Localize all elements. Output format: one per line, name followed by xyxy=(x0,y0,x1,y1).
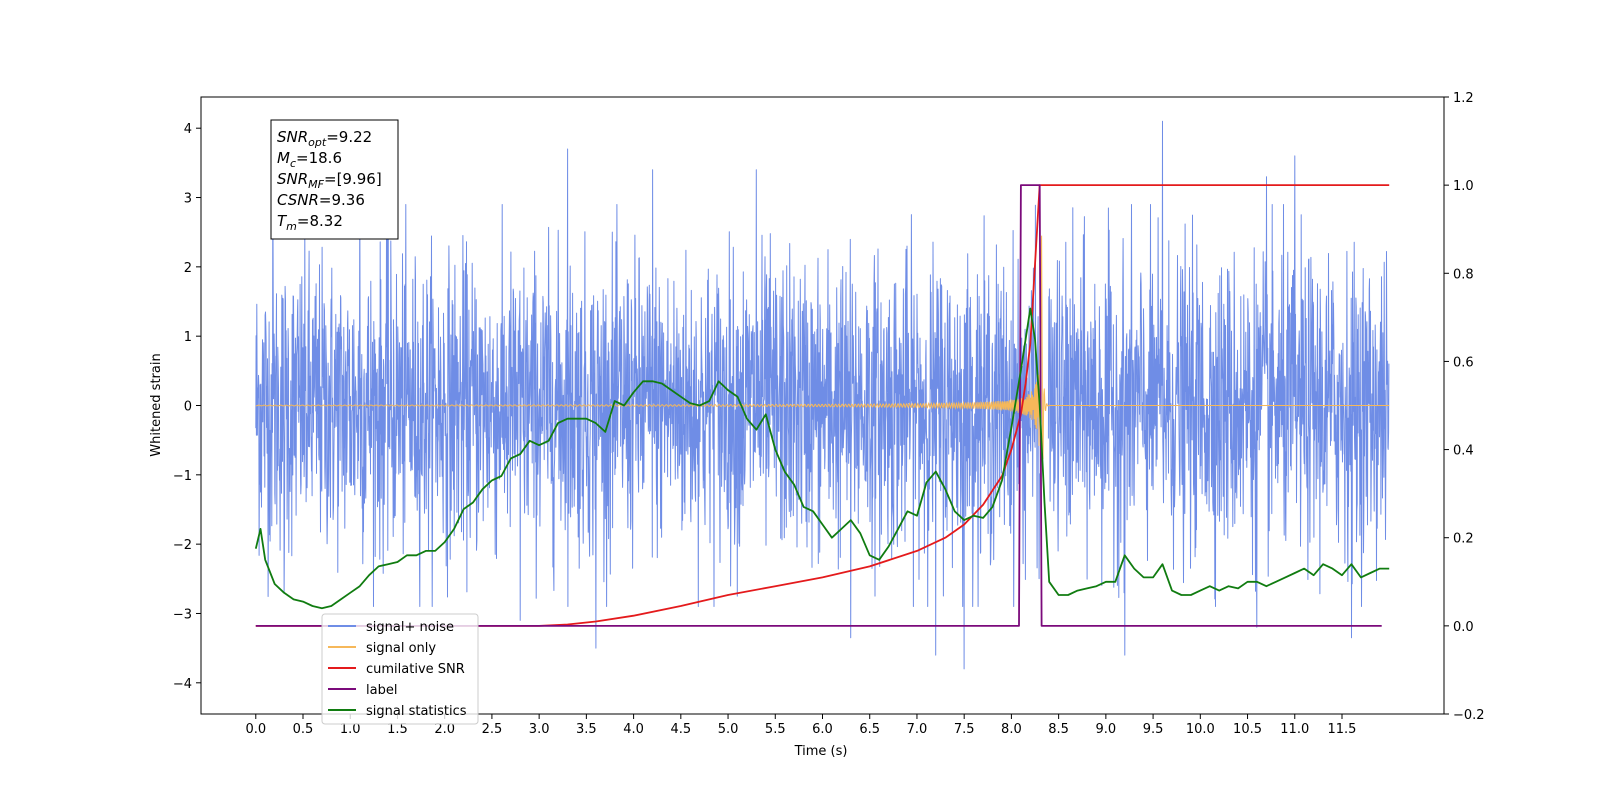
y2-tick-label: 1.2 xyxy=(1453,91,1474,106)
series-cumilative-snr-line xyxy=(255,184,1390,627)
y2-tick-label: −0.2 xyxy=(1453,708,1485,723)
x-tick-label: 6.5 xyxy=(859,722,880,737)
info-subscript: m xyxy=(286,220,297,233)
x-tick-label: 0.5 xyxy=(293,722,314,737)
x-tick-label: 11.0 xyxy=(1280,722,1309,737)
y-axis-label: Whitened strain xyxy=(149,353,164,456)
x-tick-label: 9.5 xyxy=(1143,722,1164,737)
y2-tick-label: 0.8 xyxy=(1453,267,1474,282)
info-value: =9.22 xyxy=(326,128,372,146)
x-tick-label: 9.0 xyxy=(1096,722,1117,737)
legend-frame xyxy=(321,613,479,725)
x-tick-label: 11.5 xyxy=(1328,722,1357,737)
x-tick-label: 8.0 xyxy=(1001,722,1022,737)
x-tick-label: 7.0 xyxy=(907,722,928,737)
legend-label: cumilative SNR xyxy=(366,662,465,677)
legend: signal+ noise signal only cumilative SNR la… xyxy=(321,613,479,725)
info-value: =8.32 xyxy=(297,212,343,230)
y-tick-label: −4 xyxy=(173,677,192,692)
y2-tick-label: 0.4 xyxy=(1453,444,1474,459)
plot-area xyxy=(254,120,1390,670)
x-tick-label: 10.5 xyxy=(1233,722,1262,737)
info-box-row: CSNR=9.36 xyxy=(277,191,365,209)
series-signal-noise-line xyxy=(255,148,1040,670)
y-tick-label: 3 xyxy=(184,192,192,207)
left-y-axis: 4 3 2 1 0 −1 −2 −3 −4 xyxy=(173,122,201,692)
x-tick-label: 3.0 xyxy=(529,722,550,737)
info-box-frame xyxy=(270,119,399,240)
info-subscript: c xyxy=(290,157,296,170)
info-subscript: MF xyxy=(308,178,324,191)
info-box-row: Tm=8.32 xyxy=(277,212,343,233)
x-tick-label: 3.5 xyxy=(576,722,597,737)
x-tick-label: 8.5 xyxy=(1048,722,1069,737)
y-tick-label: 1 xyxy=(184,330,192,345)
y2-tick-label: 0.6 xyxy=(1453,355,1474,370)
info-value: =[9.96] xyxy=(324,170,382,188)
x-tick-label: 1.5 xyxy=(387,722,408,737)
info-box-row: SNRMF=[9.96] xyxy=(277,170,382,191)
x-axis: 0.0 0.5 1.0 1.5 2.0 2.5 3.0 3.5 4.0 4.5 5.0 5.5 6.0 6… xyxy=(245,714,1356,737)
series-label-line xyxy=(255,184,1382,627)
x-axis-label: Time (s) xyxy=(794,744,848,759)
y-tick-label: −1 xyxy=(173,469,192,484)
y2-tick-label: 1.0 xyxy=(1453,179,1474,194)
series-signal-statistics-line xyxy=(254,307,1390,610)
series-signal-only-line xyxy=(255,235,1390,460)
y-tick-label: 2 xyxy=(184,261,192,276)
info-symbol: M xyxy=(277,149,290,167)
x-tick-label: 4.5 xyxy=(670,722,691,737)
x-tick-label: 2.0 xyxy=(434,722,455,737)
x-tick-label: 0.0 xyxy=(245,722,266,737)
legend-label: signal statistics xyxy=(366,704,467,719)
y-tick-label: −2 xyxy=(173,538,192,553)
x-tick-label: 6.0 xyxy=(812,722,833,737)
info-symbol: CSNR xyxy=(277,191,319,209)
x-tick-label: 2.5 xyxy=(482,722,503,737)
x-tick-label: 1.0 xyxy=(340,722,361,737)
y2-tick-label: 0.2 xyxy=(1453,532,1474,547)
x-tick-label: 5.5 xyxy=(765,722,786,737)
legend-label: signal only xyxy=(366,641,436,656)
y-tick-label: −3 xyxy=(173,607,192,622)
x-tick-label: 4.0 xyxy=(623,722,644,737)
info-value: =9.36 xyxy=(319,191,365,209)
legend-label: signal+ noise xyxy=(366,620,454,635)
info-symbol: SNR xyxy=(277,128,308,146)
x-tick-label: 10.0 xyxy=(1186,722,1215,737)
x-tick-label: 7.5 xyxy=(954,722,975,737)
info-box: SNRopt=9.22Mc=18.6SNRMF=[9.96]CSNR=9.36T… xyxy=(270,119,399,240)
y-tick-label: 4 xyxy=(184,122,192,137)
y-tick-label: 0 xyxy=(184,400,192,415)
info-symbol: SNR xyxy=(277,170,308,188)
info-box-row: SNRopt=9.22 xyxy=(277,128,372,149)
info-value: =18.6 xyxy=(296,149,342,167)
legend-label: label xyxy=(366,683,397,698)
series-signal-noise-line xyxy=(1047,120,1390,656)
info-box-row: Mc=18.6 xyxy=(277,149,342,170)
right-y-axis: 1.2 1.0 0.8 0.6 0.4 0.2 0.0 −0.2 xyxy=(1444,91,1485,723)
y2-tick-label: 0.0 xyxy=(1453,620,1474,635)
x-tick-label: 5.0 xyxy=(718,722,739,737)
info-symbol: T xyxy=(277,212,288,230)
info-subscript: opt xyxy=(308,136,327,149)
